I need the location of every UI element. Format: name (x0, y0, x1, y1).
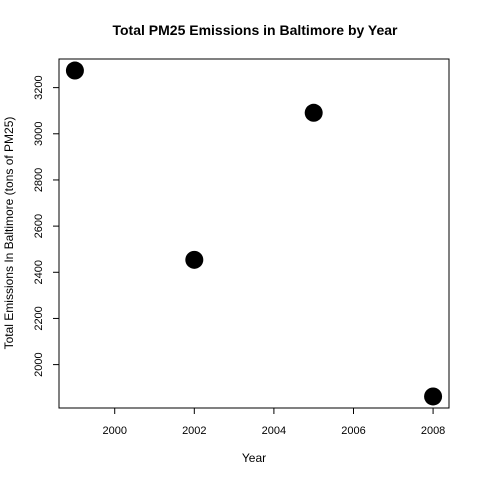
x-axis: 2000 2002 2004 2006 2008 (102, 408, 445, 437)
plot-frame (58, 58, 450, 409)
data-point (65, 61, 84, 80)
y-axis-label: Total Emissions In Baltimore (tons of PM… (2, 117, 16, 350)
chart-title: Total PM25 Emissions in Baltimore by Yea… (112, 22, 398, 38)
y-axis: 2000 2200 2400 2600 2800 3000 3200 (33, 75, 59, 377)
x-tick-label: 2006 (341, 425, 365, 437)
x-tick-label: 2004 (262, 425, 286, 437)
x-axis-label: Year (242, 451, 266, 465)
y-tick-label: 2400 (33, 260, 45, 284)
data-point (424, 387, 443, 406)
y-tick-label: 2200 (33, 306, 45, 330)
y-tick-label: 2800 (33, 168, 45, 192)
y-tick-label: 2600 (33, 214, 45, 238)
data-point (304, 103, 323, 122)
y-tick-label: 3000 (33, 122, 45, 146)
data-points (65, 61, 443, 406)
y-tick-label: 2000 (33, 352, 45, 376)
x-tick-label: 2000 (102, 425, 126, 437)
y-tick-label: 3200 (33, 75, 45, 99)
x-tick-label: 2008 (421, 425, 445, 437)
data-point (185, 250, 204, 269)
x-tick-label: 2002 (182, 425, 206, 437)
